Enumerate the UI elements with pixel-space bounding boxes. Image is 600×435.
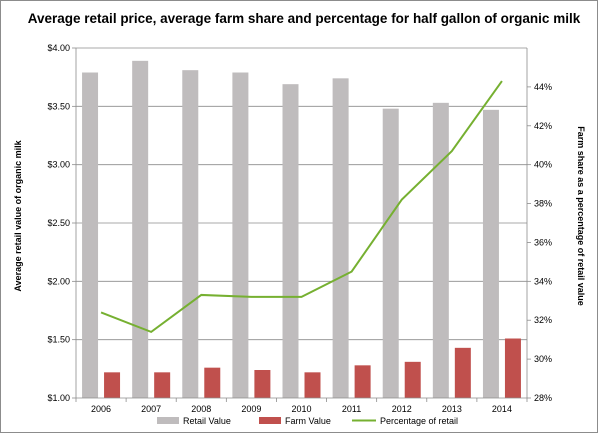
y-left-tick-label: $1.50 (47, 335, 70, 345)
bar-retail-value (182, 70, 199, 399)
series-line-percentage-of-retail (100, 80, 503, 334)
y-right-tick-label: 40% (534, 160, 552, 170)
legend-label-retail-value: Retail Value (183, 416, 231, 426)
y-right-tick-label: 30% (534, 354, 552, 364)
chart-title: Average retail price, average farm share… (28, 11, 581, 26)
bars (82, 60, 521, 399)
bar-farm-value (304, 372, 321, 398)
bar-retail-value (82, 72, 99, 398)
y-right-tick-label: 44% (534, 82, 552, 92)
x-tick-label: 2008 (191, 404, 211, 414)
legend-swatch-retail-value (157, 417, 179, 424)
bar-farm-value (154, 372, 171, 398)
bar-retail-value (482, 109, 499, 398)
y-right-tick-label: 36% (534, 237, 552, 247)
bar-retail-value (382, 108, 399, 399)
y-right-tick-label: 32% (534, 315, 552, 325)
y-left-tick-label: $4.00 (47, 43, 70, 53)
y-right-tick-label: 42% (534, 121, 552, 131)
bar-farm-value (404, 361, 421, 398)
bar-retail-value (232, 72, 249, 398)
legend-swatch-farm-value (259, 417, 281, 424)
y-left-tick-label: $2.00 (47, 276, 70, 286)
x-tick-label: 2012 (392, 404, 412, 414)
legend-label-farm-value: Farm Value (285, 416, 331, 426)
y-left-tick-label: $3.00 (47, 160, 70, 170)
y-right-axis-title: Farm share as a percentage of retail val… (576, 126, 586, 306)
y-left-tick-label: $2.50 (47, 218, 70, 228)
y-left-axis-title: Average retail value of organic milk (13, 139, 23, 291)
x-tick-label: 2014 (492, 404, 512, 414)
axes: $1.00 $1.50 $2.00 $2.50 $3.00 $3.50 $4.00 28% 30… (47, 43, 552, 414)
bar-retail-value (332, 78, 349, 398)
bar-retail-value (432, 102, 449, 398)
gridlines (76, 47, 527, 341)
x-tick-label: 2011 (342, 404, 361, 414)
legend-label-percentage: Percentage of retail (380, 416, 458, 426)
y-right-tick-label: 38% (534, 199, 552, 209)
legend: Retail Value Farm Value Percentage of re… (157, 416, 458, 426)
bar-farm-value (254, 370, 271, 398)
percentage-line (100, 80, 503, 334)
bar-farm-value (104, 372, 121, 398)
x-tick-label: 2006 (91, 404, 111, 414)
bar-farm-value (454, 347, 471, 398)
x-tick-label: 2009 (241, 404, 261, 414)
y-left-tick-label: $1.00 (47, 393, 70, 403)
bar-retail-value (132, 60, 149, 398)
bar-retail-value (282, 84, 299, 399)
bar-farm-value (204, 367, 221, 398)
y-left-tick-label: $3.50 (47, 101, 70, 111)
x-tick-label: 2007 (141, 404, 161, 414)
x-tick-label: 2010 (291, 404, 311, 414)
y-right-tick-label: 28% (534, 393, 552, 403)
x-tick-label: 2013 (442, 404, 462, 414)
bar-farm-value (504, 338, 521, 398)
y-right-tick-label: 34% (534, 276, 552, 286)
bar-farm-value (354, 365, 371, 398)
